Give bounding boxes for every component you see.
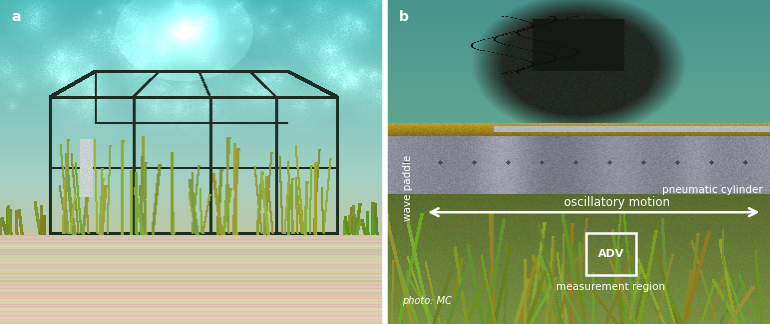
Text: measurement region: measurement region (557, 282, 665, 292)
Text: a: a (12, 10, 21, 24)
Text: photo: MC: photo: MC (402, 296, 452, 306)
Text: pneumatic cylinder: pneumatic cylinder (661, 185, 762, 194)
Text: ADV: ADV (598, 249, 624, 259)
Text: wave paddle: wave paddle (403, 155, 413, 221)
Text: oscillatory motion: oscillatory motion (564, 196, 670, 209)
Text: b: b (398, 10, 408, 24)
